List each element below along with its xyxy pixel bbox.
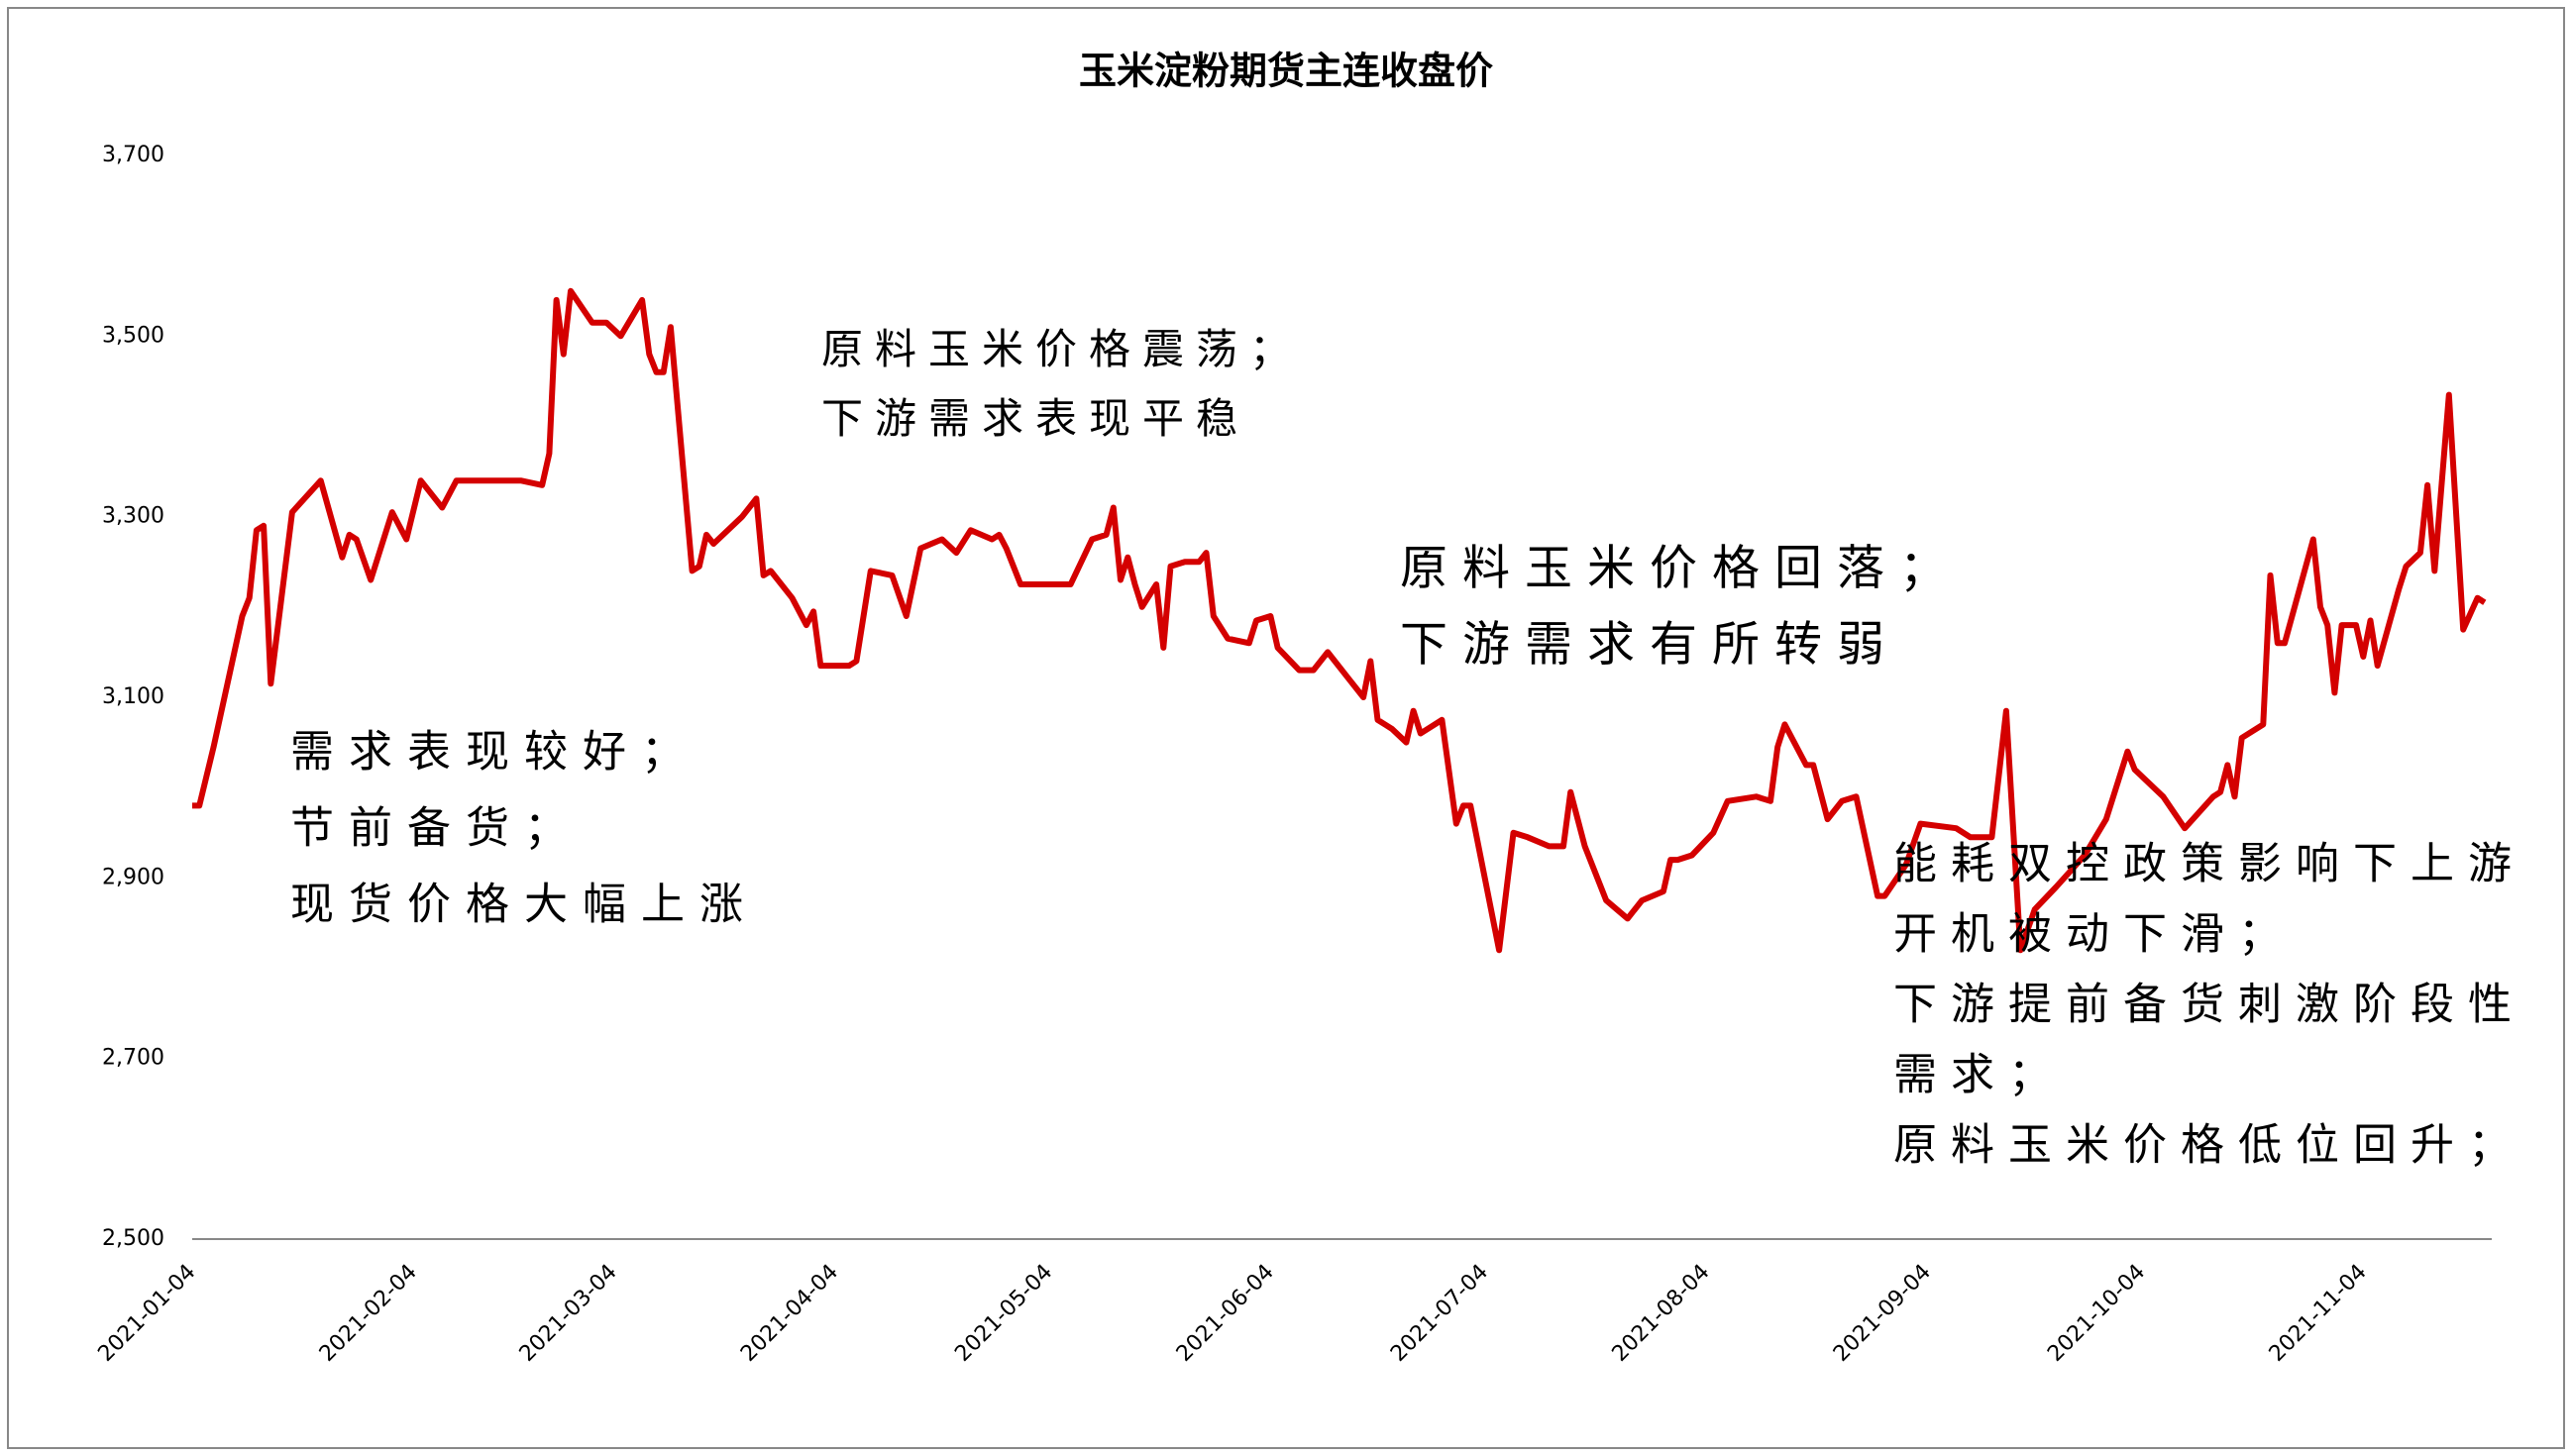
y-tick-label: 2,900 bbox=[102, 865, 164, 889]
annotation: 需求； bbox=[1893, 1050, 2066, 1100]
y-tick-label: 3,100 bbox=[102, 684, 164, 709]
annotation: 开机被动下滑； bbox=[1893, 909, 2296, 960]
chart-title: 玉米淀粉期货主连收盘价 bbox=[1079, 49, 1493, 93]
annotation: 原料玉米价格回落； bbox=[1400, 541, 1962, 596]
annotation: 下游需求有所转弱 bbox=[1400, 617, 1899, 673]
annotation: 节前备货； bbox=[290, 803, 583, 854]
annotation: 需求表现较好； bbox=[290, 727, 699, 778]
y-tick-label: 3,300 bbox=[102, 504, 164, 529]
annotation: 原料玉米价格低位回升； bbox=[1893, 1120, 2525, 1171]
annotation: 下游提前备货刺激阶段性 bbox=[1893, 980, 2525, 1030]
annotation: 现货价格大幅上涨 bbox=[290, 880, 758, 930]
price-line bbox=[192, 287, 2487, 954]
y-tick-label: 3,500 bbox=[102, 323, 164, 348]
annotation: 能耗双控政策影响下上游 bbox=[1893, 839, 2525, 889]
y-tick-label: 2,700 bbox=[102, 1046, 164, 1071]
y-tick-label: 2,500 bbox=[102, 1226, 164, 1251]
annotation: 原料玉米价格震荡； bbox=[821, 325, 1303, 373]
chart-frame bbox=[7, 7, 2565, 1449]
y-tick-label: 3,700 bbox=[102, 143, 164, 167]
annotation: 下游需求表现平稳 bbox=[821, 394, 1249, 443]
